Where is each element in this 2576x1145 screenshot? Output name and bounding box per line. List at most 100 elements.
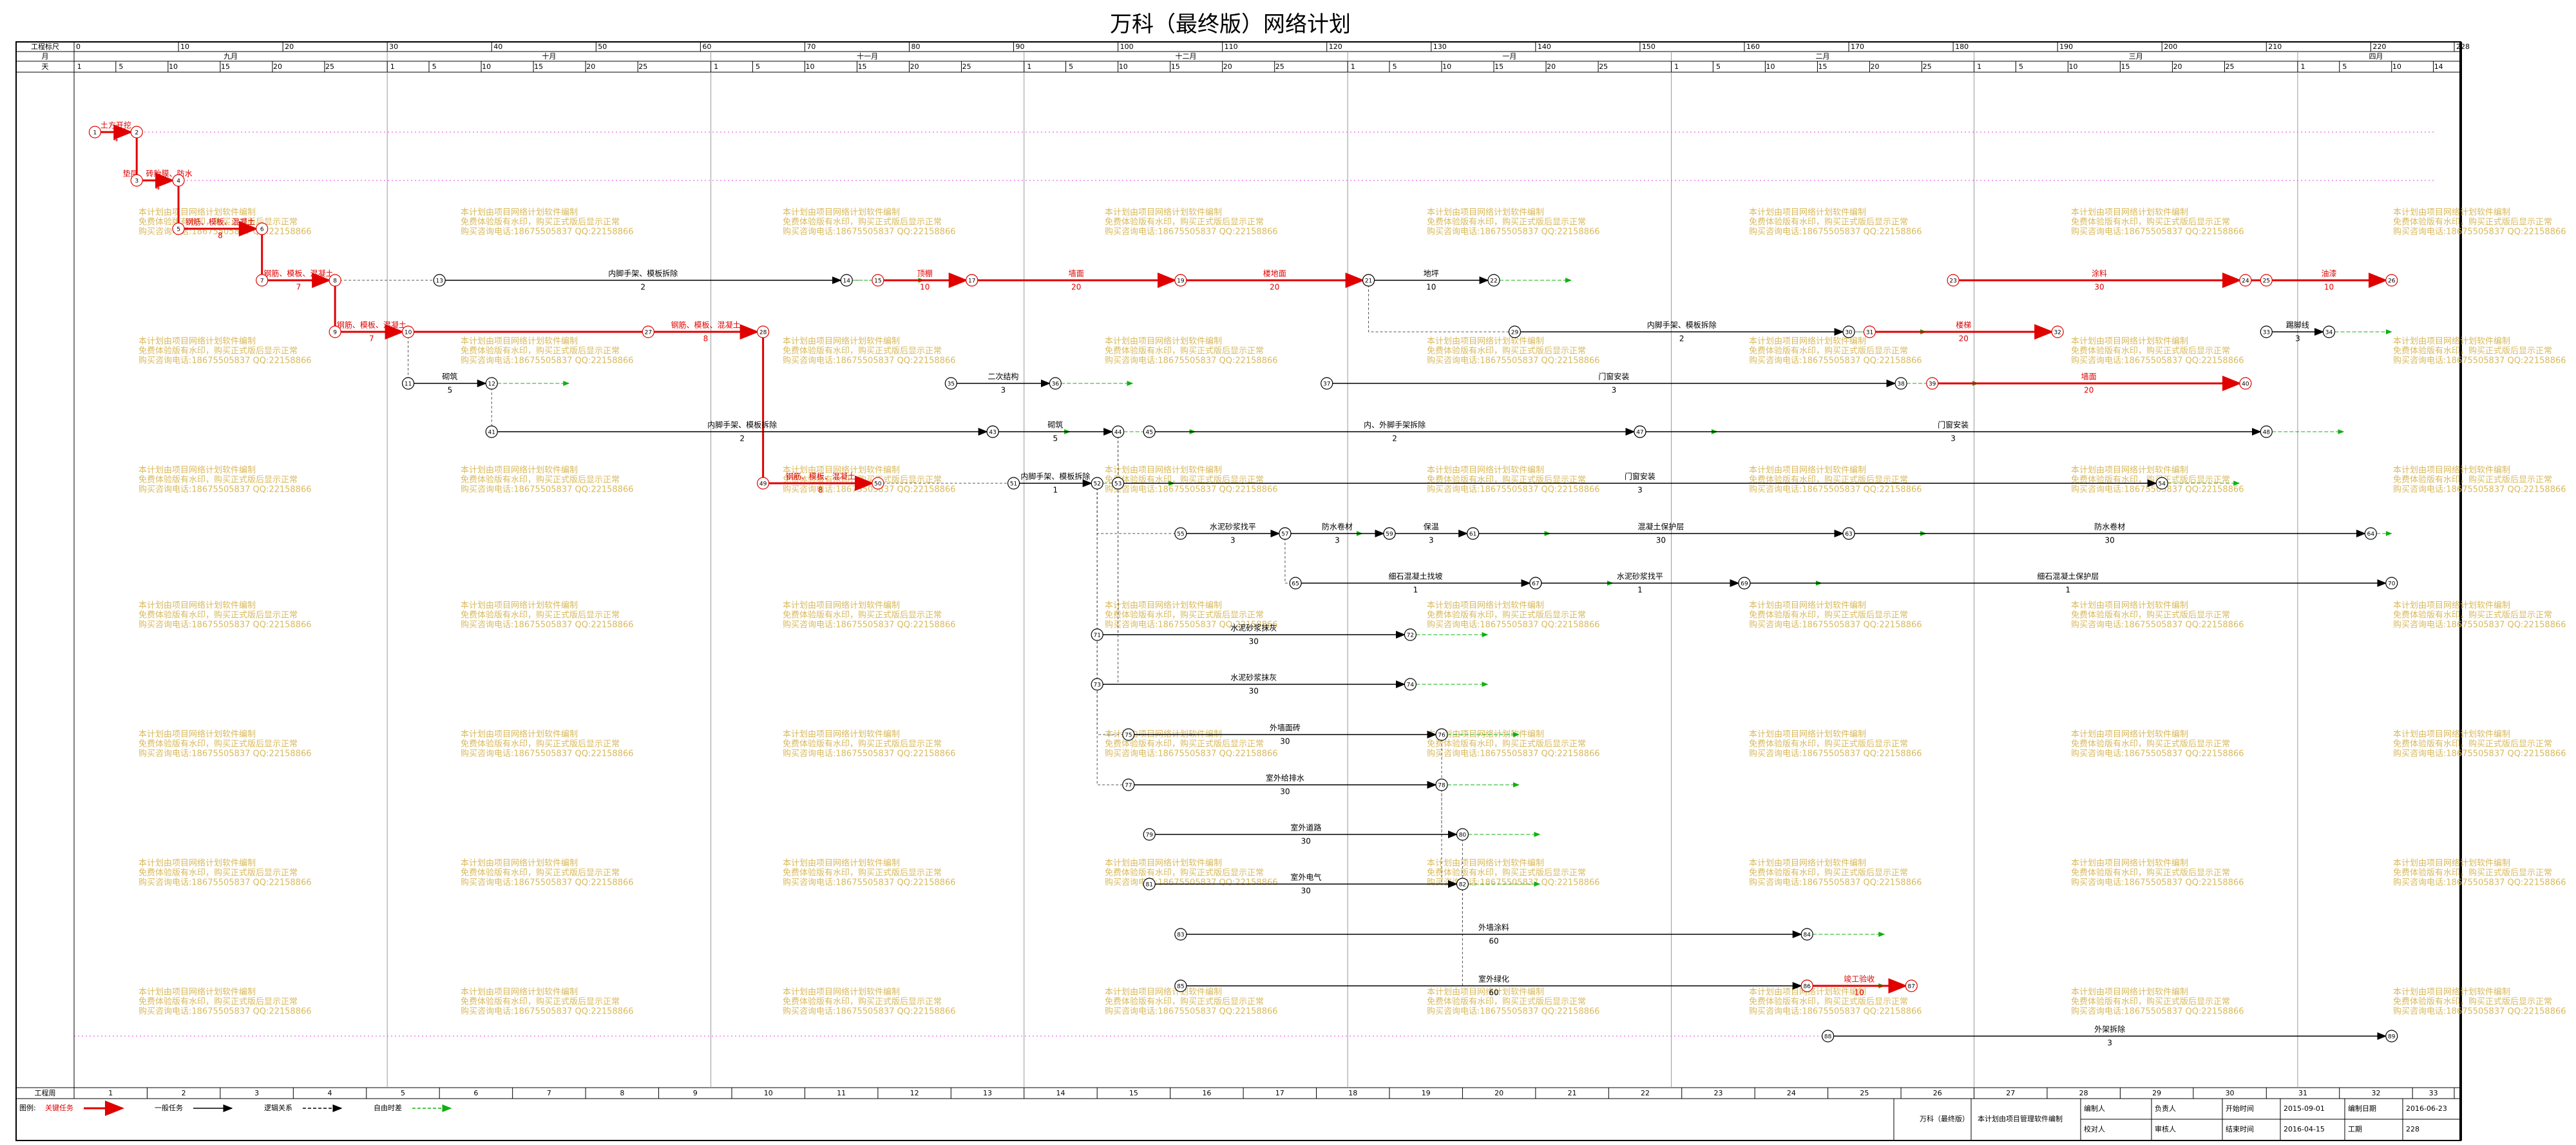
scale-tick-label: 80 [911,43,920,51]
node-number: 6 [260,227,264,233]
watermark: 购买咨询电话:18675505837 QQ:22158866 [783,356,956,366]
task-duration: 2 [1679,334,1684,343]
watermark: 购买咨询电话:18675505837 QQ:22158866 [1105,878,1278,888]
watermark: 免费体验版有水印，购买正式版后显示正常 [1105,610,1264,621]
node [2051,325,2064,338]
task-name: 内脚手架、模板拆除 [608,269,678,278]
watermark: 免费体验版有水印，购买正式版后显示正常 [783,868,942,878]
watermark: 免费体验版有水印，购买正式版后显示正常 [461,868,620,878]
node-number: 22 [1490,278,1497,285]
scale-tick-label: 100 [1120,43,1134,51]
watermark: 购买咨询电话:18675505837 QQ:22158866 [1749,485,1922,495]
task-duration: 4 [155,183,160,192]
watermark: 免费体验版有水印，购买正式版后显示正常 [461,997,620,1007]
watermark: 免费体验版有水印，购买正式版后显示正常 [1427,739,1586,749]
watermark: 本计划由项目网络计划软件编制 [461,207,578,218]
week-number: 29 [2152,1089,2161,1097]
node-number: 23 [1949,278,1956,285]
day-number: 1 [390,63,395,71]
task-name: 水泥砂浆抹灰 [1230,673,1277,682]
watermark: 本计划由项目网络计划软件编制 [461,987,578,997]
node [1279,527,1292,540]
task-duration: 7 [369,334,374,343]
legend-label: 图例: [19,1103,36,1112]
watermark: 本计划由项目网络计划软件编制 [2393,207,2510,218]
day-number: 20 [273,63,282,71]
watermark: 本计划由项目网络计划软件编制 [2071,336,2188,347]
task-name: 油漆 [2322,269,2337,278]
watermark: 购买咨询电话:18675505837 QQ:22158866 [2393,749,2566,759]
node [485,425,498,438]
node-number: 80 [1459,832,1467,839]
node-number: 81 [1146,882,1153,889]
task-duration: 30 [1249,687,1259,696]
node [1122,728,1135,741]
node [130,174,143,187]
week-number: 20 [1494,1089,1503,1097]
watermark: 购买咨询电话:18675505837 QQ:22158866 [2071,1006,2244,1017]
task-name: 门窗安装 [1625,472,1655,481]
task-duration: 20 [2084,386,2094,395]
node-number: 67 [1532,581,1539,588]
watermark: 购买咨询电话:18675505837 QQ:22158866 [783,1006,956,1017]
watermark: 免费体验版有水印，购买正式版后显示正常 [1427,217,1586,227]
day-number: 15 [1494,63,1503,71]
watermark: 购买咨询电话:18675505837 QQ:22158866 [1105,356,1278,366]
node-number: 55 [1177,532,1184,538]
scale-tick-label: 180 [1955,43,1969,51]
task-name: 门窗安装 [1938,420,1969,430]
day-number: 25 [1599,63,1608,71]
week-number: 7 [547,1089,551,1097]
node-number: 29 [1511,330,1519,336]
scale-tick-label: 190 [2059,43,2073,51]
info-value: 228 [2406,1125,2419,1133]
day-number: 10 [1119,63,1128,71]
task-name: 钢筋、模板、混凝土 [337,320,406,330]
scale-tick-label: 0 [76,43,81,51]
node-number: 73 [1093,682,1100,689]
node [1842,325,1855,338]
month-name: 九月 [224,52,238,61]
info-value: 2015-09-01 [2284,1104,2325,1113]
watermark: 免费体验版有水印，购买正式版后显示正常 [2393,739,2552,749]
node-number: 41 [488,430,495,436]
day-number: 25 [1923,63,1932,71]
week-number: 31 [2298,1089,2307,1097]
task-duration: 1 [1053,486,1058,495]
watermark: 本计划由项目网络计划软件编制 [1427,336,1544,347]
watermark: 本计划由项目网络计划软件编制 [1749,336,1866,347]
watermark: 本计划由项目网络计划软件编制 [1749,601,1866,611]
scale-tick-label: 40 [493,43,502,51]
watermark: 免费体验版有水印，购买正式版后显示正常 [2393,346,2552,356]
node [840,274,853,287]
watermark: 购买咨询电话:18675505837 QQ:22158866 [783,227,956,237]
task-duration: 1 [1413,586,1418,595]
day-number: 15 [534,63,543,71]
watermark: 免费体验版有水印，购买正式版后显示正常 [783,217,942,227]
scale-tick-label: 20 [285,43,294,51]
day-number: 5 [756,63,760,71]
week-number: 21 [1568,1089,1577,1097]
info-value: 2016-04-15 [2284,1125,2325,1133]
watermark: 免费体验版有水印，购买正式版后显示正常 [2071,610,2230,621]
node-number: 88 [1824,1034,1832,1041]
watermark: 购买咨询电话:18675505837 QQ:22158866 [2071,620,2244,630]
scale-tick-label: 60 [702,43,711,51]
node [1467,527,1480,540]
watermark: 本计划由项目网络计划软件编制 [1427,207,1544,218]
week-number: 19 [1422,1089,1431,1097]
node [1174,274,1187,287]
task-duration: 3 [2107,1039,2112,1048]
week-number: 17 [1275,1089,1284,1097]
watermark: 购买咨询电话:18675505837 QQ:22158866 [1105,1006,1278,1017]
task-name: 外架拆除 [2094,1025,2125,1034]
node-number: 86 [1803,984,1811,990]
node [2239,377,2252,390]
node [757,325,770,338]
watermark: 本计划由项目网络计划软件编制 [2071,601,2188,611]
node-number: 64 [2367,532,2375,538]
watermark: 购买咨询电话:18675505837 QQ:22158866 [1749,878,1922,888]
node [1091,628,1103,641]
week-number: 22 [1641,1089,1650,1097]
